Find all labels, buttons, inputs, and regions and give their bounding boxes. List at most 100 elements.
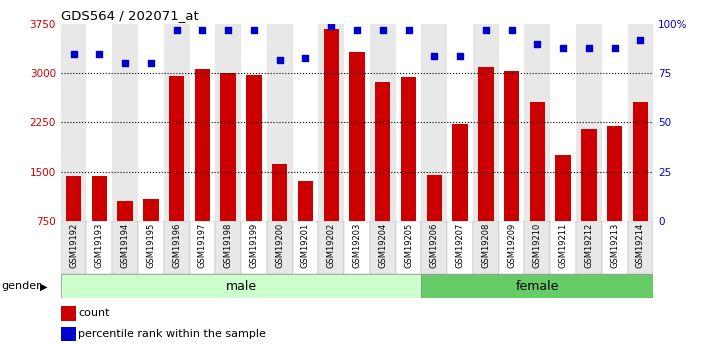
Bar xyxy=(246,75,261,221)
Bar xyxy=(576,24,602,221)
Bar xyxy=(426,175,442,221)
Bar xyxy=(272,164,288,221)
Point xyxy=(558,45,569,50)
Text: GSM19207: GSM19207 xyxy=(456,223,465,268)
Bar xyxy=(370,221,396,274)
Bar xyxy=(401,77,416,221)
Bar xyxy=(86,221,112,274)
Bar xyxy=(421,24,447,221)
Text: GSM19205: GSM19205 xyxy=(404,223,413,268)
Point xyxy=(635,37,646,43)
Bar xyxy=(241,24,267,221)
Text: GSM19201: GSM19201 xyxy=(301,223,310,268)
Bar xyxy=(91,176,107,221)
Text: GSM19211: GSM19211 xyxy=(558,223,568,268)
Point xyxy=(403,27,414,33)
Bar xyxy=(530,102,545,221)
Text: female: female xyxy=(516,280,559,293)
Bar xyxy=(189,221,216,274)
Text: GSM19198: GSM19198 xyxy=(223,223,233,268)
Point xyxy=(609,45,620,50)
Point xyxy=(532,41,543,47)
Text: GSM19200: GSM19200 xyxy=(275,223,284,268)
Bar xyxy=(61,327,76,341)
Bar xyxy=(602,221,628,274)
Bar xyxy=(216,221,241,274)
Bar xyxy=(323,29,339,221)
Bar xyxy=(267,24,293,221)
Bar xyxy=(555,155,571,221)
Bar xyxy=(421,221,447,274)
Bar xyxy=(61,274,421,298)
Text: GSM19212: GSM19212 xyxy=(584,223,593,268)
Bar xyxy=(195,69,210,221)
Point xyxy=(377,27,388,33)
Point xyxy=(351,27,363,33)
Point xyxy=(274,57,286,62)
Text: GSM19196: GSM19196 xyxy=(172,223,181,268)
Bar xyxy=(602,24,628,221)
Text: GSM19197: GSM19197 xyxy=(198,223,207,268)
Text: GSM19192: GSM19192 xyxy=(69,223,78,268)
Bar xyxy=(61,306,76,321)
Bar xyxy=(473,221,498,274)
Text: GSM19210: GSM19210 xyxy=(533,223,542,268)
Bar xyxy=(396,221,421,274)
Bar xyxy=(164,24,189,221)
Bar xyxy=(112,221,138,274)
Bar xyxy=(318,221,344,274)
Bar xyxy=(550,24,576,221)
Bar xyxy=(525,221,550,274)
Text: GDS564 / 202071_at: GDS564 / 202071_at xyxy=(61,9,198,22)
Bar xyxy=(112,24,138,221)
Text: GSM19202: GSM19202 xyxy=(327,223,336,268)
Bar xyxy=(66,176,81,221)
Bar xyxy=(396,24,421,221)
Text: GSM19203: GSM19203 xyxy=(353,223,361,268)
Bar xyxy=(61,24,86,221)
Point xyxy=(196,27,208,33)
Bar xyxy=(473,24,498,221)
Bar xyxy=(86,24,112,221)
Text: GSM19208: GSM19208 xyxy=(481,223,491,268)
Bar xyxy=(421,274,653,298)
Text: GSM19195: GSM19195 xyxy=(146,223,156,268)
Bar xyxy=(298,181,313,221)
Point xyxy=(145,61,156,66)
Text: GSM19199: GSM19199 xyxy=(249,223,258,268)
Point xyxy=(428,53,440,58)
Point xyxy=(480,27,491,33)
Bar xyxy=(576,221,602,274)
Bar xyxy=(61,221,86,274)
Bar xyxy=(318,24,344,221)
Bar xyxy=(344,24,370,221)
Bar xyxy=(349,52,365,221)
Point xyxy=(68,51,79,56)
Point xyxy=(506,27,518,33)
Bar xyxy=(478,67,493,221)
Bar xyxy=(498,221,525,274)
Bar xyxy=(138,221,164,274)
Point xyxy=(94,51,105,56)
Bar xyxy=(447,221,473,274)
Bar xyxy=(633,102,648,221)
Bar xyxy=(453,124,468,221)
Text: GSM19209: GSM19209 xyxy=(507,223,516,268)
Text: ▶: ▶ xyxy=(40,282,48,291)
Bar xyxy=(293,221,318,274)
Bar xyxy=(169,76,184,221)
Bar xyxy=(607,126,623,221)
Bar xyxy=(550,221,576,274)
Text: GSM19213: GSM19213 xyxy=(610,223,619,268)
Point xyxy=(223,27,234,33)
Point xyxy=(300,55,311,60)
Bar xyxy=(375,82,391,221)
Bar xyxy=(293,24,318,221)
Point xyxy=(583,45,595,50)
Bar xyxy=(370,24,396,221)
Text: gender: gender xyxy=(1,282,41,291)
Text: male: male xyxy=(226,280,256,293)
Bar xyxy=(447,24,473,221)
Bar xyxy=(143,198,159,221)
Bar xyxy=(241,221,267,274)
